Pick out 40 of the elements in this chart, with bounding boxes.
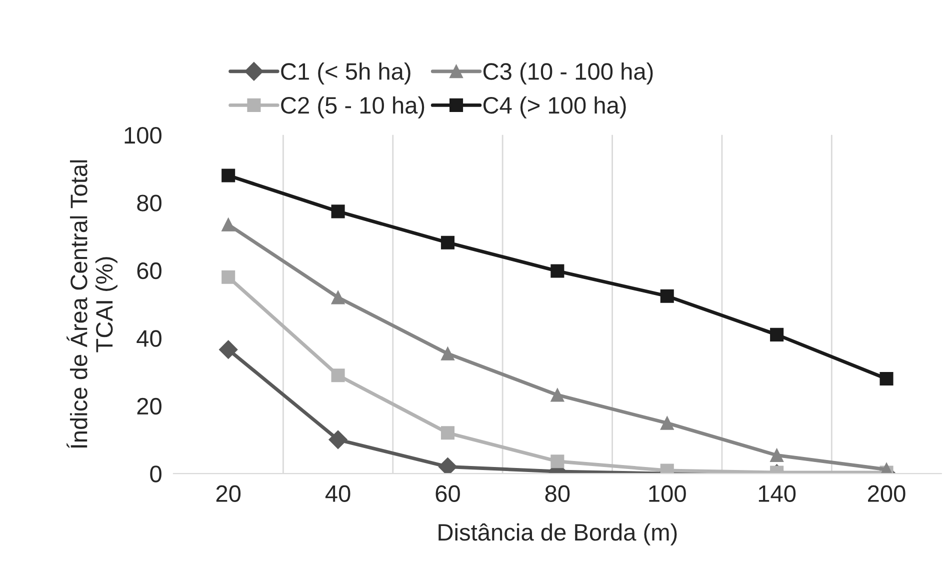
y-tick-label: 80 [137, 194, 162, 212]
point [550, 388, 564, 402]
x-tick-label: 20 [216, 485, 241, 502]
point [222, 218, 236, 232]
y-tick-label: 100 [124, 126, 162, 144]
legend-label: C2 (5 - 10 ha) [281, 96, 424, 118]
y-tick-label: 20 [137, 398, 162, 415]
point [660, 289, 674, 303]
point [440, 346, 454, 360]
point [218, 340, 238, 359]
y-tick-label: 60 [137, 262, 162, 280]
point [222, 270, 236, 284]
point [880, 462, 894, 474]
point [550, 264, 564, 278]
point [331, 204, 345, 218]
point [328, 430, 348, 450]
legend-label: C1 (< 5h ha) [281, 62, 410, 85]
legend-label: C4 (> 100 ha) [483, 96, 626, 118]
y-tick-label: 40 [136, 330, 162, 347]
legend-label: C3 (10 - 100 ha) [483, 62, 653, 85]
point [222, 168, 236, 182]
x-tick-label: 60 [436, 485, 460, 502]
point [770, 448, 784, 462]
x-tick-label: 100 [649, 485, 686, 502]
point [550, 454, 564, 468]
point [438, 457, 458, 474]
point [440, 236, 454, 250]
point [880, 372, 894, 386]
x-tick-label: 200 [868, 485, 906, 502]
x-tick-label: 80 [545, 485, 570, 502]
x-axis-title: Distância de Borda (m) [438, 523, 677, 546]
point [331, 368, 345, 382]
y-axis-title: Índice de Área Central Total TCAI (%) [66, 160, 118, 448]
point [440, 426, 454, 440]
point [770, 328, 784, 342]
point [660, 416, 674, 430]
x-tick-label: 140 [758, 485, 796, 502]
point [331, 290, 345, 304]
x-tick-label: 40 [325, 485, 350, 502]
y-tick-label: 0 [150, 466, 162, 482]
